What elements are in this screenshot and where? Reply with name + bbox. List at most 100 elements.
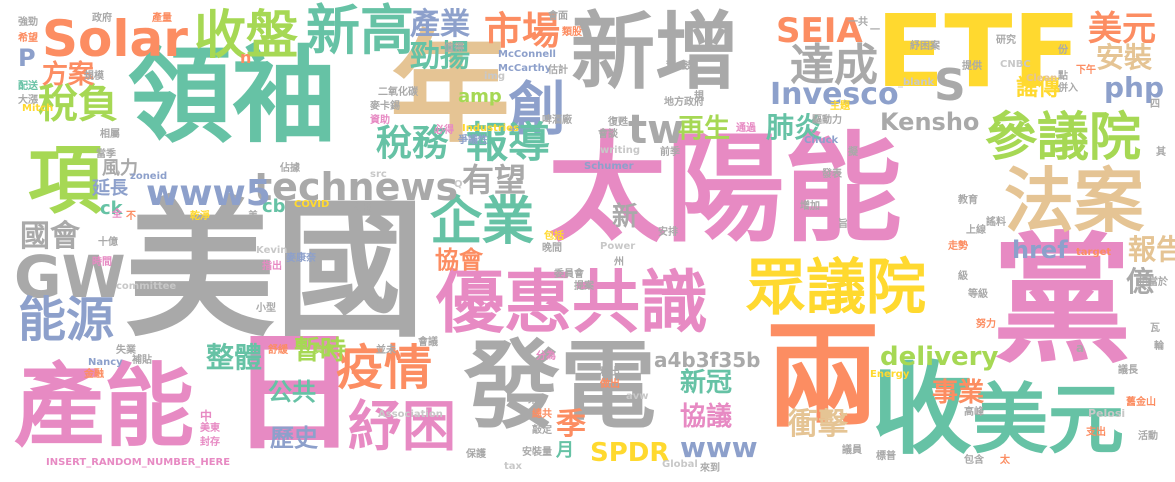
word: 美: [248, 211, 258, 222]
word: 併入: [1058, 83, 1078, 94]
word: 相屬: [100, 129, 120, 140]
word: 標普: [876, 451, 896, 462]
word: 方案: [42, 60, 95, 90]
word: 佔據: [280, 163, 300, 174]
word: 新冠: [680, 368, 733, 398]
word: 產量: [152, 13, 172, 24]
word: 包括: [544, 231, 564, 242]
word: 啤酒廠: [542, 115, 572, 126]
word: a: [1076, 341, 1085, 355]
word: 驅動力: [812, 115, 842, 126]
word: 規: [694, 91, 704, 102]
word: 教育: [958, 195, 978, 206]
word: 二氧化碳: [378, 87, 418, 98]
word: 年: [390, 20, 510, 159]
word: Nancy: [88, 357, 123, 368]
word: 估計: [548, 65, 568, 76]
word: 輪: [1154, 341, 1164, 352]
word: _blank: [898, 77, 935, 88]
word: 前季: [660, 147, 680, 158]
word: 再生: [678, 114, 731, 144]
word: 分為: [536, 351, 556, 362]
word: 敲定: [532, 425, 552, 436]
word: 提供: [962, 61, 982, 72]
word: php: [1104, 71, 1165, 104]
word: 委員會: [554, 269, 584, 280]
word: img: [484, 71, 506, 82]
word: 旨: [838, 219, 848, 230]
word: 舒緩: [268, 345, 288, 356]
word: 點: [1058, 71, 1068, 82]
word: 創: [508, 75, 567, 143]
word: Invesco: [770, 77, 899, 112]
word: 兩: [766, 310, 881, 443]
word: 活動: [1138, 431, 1158, 442]
word: target: [1076, 247, 1112, 258]
word: 稅務: [376, 123, 449, 164]
word: www5: [146, 173, 271, 214]
word: Q: [454, 179, 463, 190]
word: tax: [504, 461, 522, 472]
word: 四: [1150, 99, 1160, 110]
word: 日: [230, 319, 359, 468]
word: 新高: [306, 0, 414, 62]
word: 紓困案: [910, 41, 940, 52]
word: 謠料: [986, 217, 1006, 228]
word: 金融: [84, 369, 104, 380]
word: Chuck: [804, 135, 839, 146]
word: Pelosi: [1088, 407, 1126, 420]
word: 配送: [18, 81, 38, 92]
word: 勁揚: [410, 39, 470, 74]
word: 國會: [20, 219, 80, 254]
word: 十億: [98, 237, 118, 248]
word: 市場: [484, 9, 561, 53]
word: 安裝量: [522, 447, 552, 458]
word: 全: [112, 209, 122, 220]
word: ck: [100, 198, 123, 219]
word: avw: [626, 391, 649, 402]
word: 能源: [18, 292, 115, 348]
word: 會議: [418, 337, 438, 348]
word: 協議: [680, 402, 733, 432]
word: 來到: [700, 463, 720, 474]
word: 提案: [574, 281, 594, 292]
word: 歷史: [270, 424, 318, 452]
word: 億: [1126, 265, 1155, 298]
word: 釋出: [600, 367, 620, 378]
word: 並未: [376, 345, 396, 356]
word: 支出: [1086, 427, 1106, 438]
word: 報導: [466, 118, 551, 167]
word: 等級: [968, 289, 988, 300]
word: 小型: [256, 303, 276, 314]
word: 規模: [84, 71, 104, 82]
word: 項: [28, 138, 102, 224]
word: 不: [126, 211, 136, 222]
word: 季: [556, 407, 586, 442]
word: Schumer: [584, 161, 634, 172]
word: 美元: [972, 375, 1124, 464]
word: P: [18, 44, 36, 72]
word: 暫時: [294, 336, 347, 366]
word: 黨: [992, 220, 1133, 383]
word: 爭議性: [458, 135, 488, 146]
word: 級: [958, 271, 968, 282]
word: 美東: [200, 423, 220, 434]
word: 走勢: [948, 241, 968, 252]
word: 保險: [354, 203, 374, 214]
word: McConnell: [498, 49, 556, 60]
word: Kensho: [880, 108, 980, 136]
word: 太陽能: [548, 120, 903, 258]
word: zoneid: [130, 171, 168, 182]
word: 保護: [466, 449, 486, 460]
word: writing: [600, 145, 641, 156]
word: SEIA: [776, 11, 863, 51]
word: 企業: [430, 192, 535, 252]
word: 政府: [92, 13, 112, 24]
word: 麥卡錫: [370, 101, 400, 112]
word: 高峰: [964, 407, 984, 418]
word: 新增: [571, 3, 740, 101]
word: 紓困: [348, 395, 456, 458]
word: 增加: [800, 201, 820, 212]
word: Global: [662, 459, 698, 470]
